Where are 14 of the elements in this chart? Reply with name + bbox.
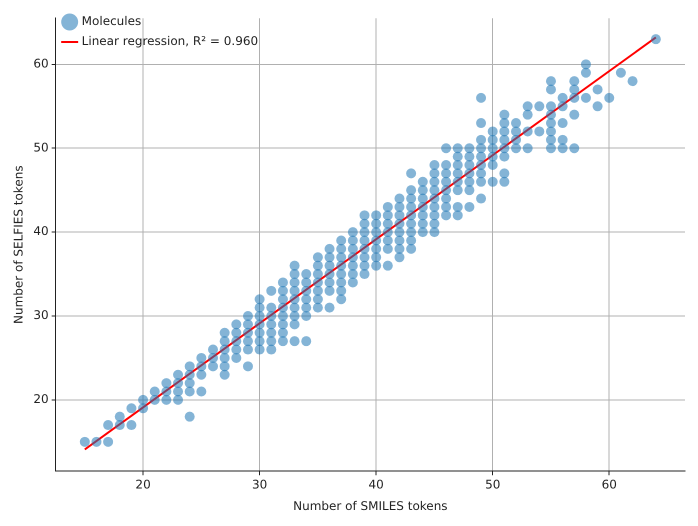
x-tick-label: 40 [368, 478, 384, 492]
y-tick-label: 50 [33, 140, 49, 154]
y-tick-label: 20 [33, 392, 49, 406]
x-axis-title: Number of SMILES tokens [293, 498, 448, 513]
x-tick-label: 60 [602, 478, 617, 492]
x-tick-label: 50 [485, 478, 500, 492]
x-tick-label: 20 [135, 478, 151, 492]
legend-label: Molecules [82, 14, 142, 28]
x-tick-label: 30 [252, 478, 268, 492]
y-tick-label: 40 [33, 224, 49, 238]
y-tick-label: 30 [33, 308, 49, 322]
legend-label: Linear regression, R² = 0.960 [82, 34, 258, 48]
y-axis-title: Number of SELFIES tokens [11, 165, 26, 324]
y-tick-label: 60 [33, 56, 49, 70]
